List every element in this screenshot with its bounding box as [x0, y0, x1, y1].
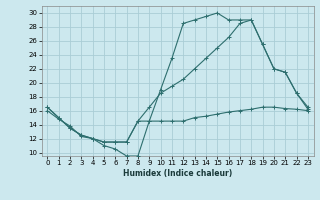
X-axis label: Humidex (Indice chaleur): Humidex (Indice chaleur) — [123, 169, 232, 178]
